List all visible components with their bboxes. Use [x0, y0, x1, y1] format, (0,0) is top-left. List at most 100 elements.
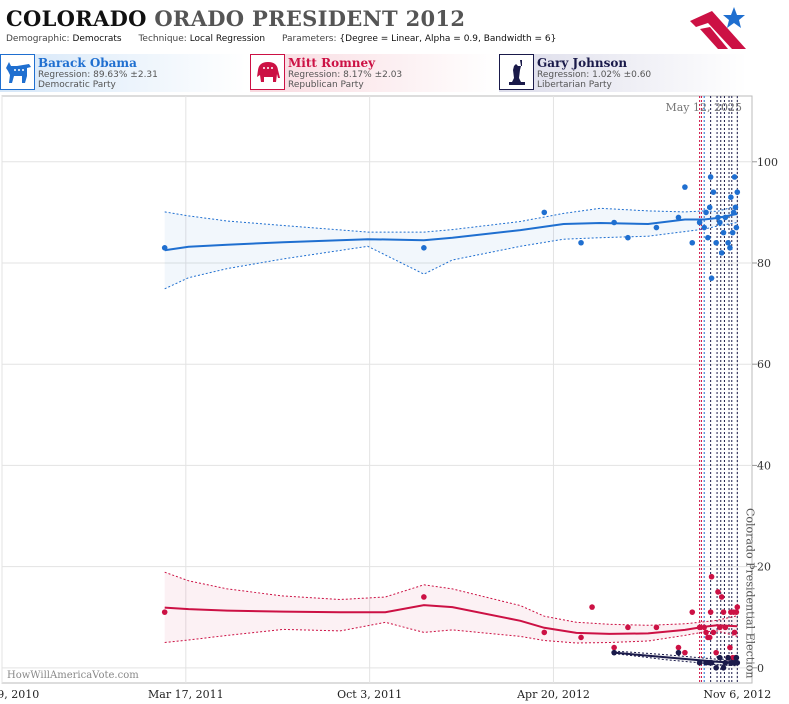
lower-bound-line	[164, 621, 738, 644]
poll-point	[706, 204, 713, 211]
candidate-romney: Mitt Romney Regression: 8.17% ±2.03 Repu…	[250, 54, 496, 92]
poll-point	[710, 189, 717, 195]
poll-point	[541, 209, 548, 216]
poll-point	[682, 184, 688, 190]
poll-point	[703, 209, 709, 216]
date-label: May 12, 2025	[665, 101, 742, 114]
poll-point	[541, 629, 548, 636]
poll-point	[720, 229, 727, 236]
poll-point	[715, 214, 721, 221]
poll-point	[611, 219, 617, 226]
donkey-icon	[0, 54, 35, 90]
poll-point	[421, 245, 427, 251]
poll-point	[708, 275, 715, 281]
poll-point	[722, 624, 729, 631]
candidate-name: Barack Obama	[38, 56, 137, 70]
poll-point	[713, 649, 719, 656]
candidate-party: Libertarian Party	[537, 80, 612, 90]
poll-point	[625, 234, 631, 241]
candidate-party: Republican Party	[288, 80, 364, 90]
poll-point	[589, 604, 595, 610]
poll-point	[731, 174, 738, 180]
poll-point	[727, 644, 733, 651]
poll-point	[707, 609, 714, 615]
upper-bound-line	[164, 205, 738, 233]
candidate-obama: Barack Obama Regression: 89.63% ±2.31 De…	[0, 54, 246, 92]
poll-point	[713, 239, 719, 246]
poll-point	[733, 654, 740, 661]
poll-point	[696, 624, 703, 631]
candidate-regression: Regression: 8.17% ±2.03	[288, 70, 403, 80]
parameters-label: Parameters:	[281, 34, 337, 44]
poll-point	[720, 609, 727, 615]
x-tick-label: Nov 6, 2012	[703, 688, 771, 701]
poll-point	[715, 589, 721, 595]
poll-point	[722, 214, 729, 221]
title-state: COLORADO	[6, 6, 147, 31]
lower-bound-line	[164, 222, 738, 290]
y-tick-label: 80	[757, 257, 771, 270]
poll-point	[696, 659, 703, 666]
page-title: COLORADO ORADO PRESIDENT 2012	[6, 6, 465, 31]
poll-point	[717, 654, 723, 661]
poll-point	[725, 239, 731, 246]
poll-point	[732, 204, 739, 211]
poll-point	[161, 245, 168, 251]
poll-point	[653, 224, 660, 231]
elephant-icon	[250, 54, 285, 90]
watermark: HowWillAmericaVote.com	[7, 670, 139, 681]
poll-point	[701, 624, 708, 631]
poll-point	[578, 239, 584, 246]
poll-point	[734, 659, 741, 666]
poll-point	[728, 194, 734, 201]
candidate-party: Democratic Party	[38, 80, 116, 90]
x-tick-label: Aug 29, 2010	[0, 688, 39, 701]
poll-point	[653, 624, 660, 631]
candidate-name: Mitt Romney	[288, 56, 376, 70]
event-label: Colorado Presidential Election	[743, 508, 756, 679]
poll-point	[708, 573, 715, 580]
poll-point	[707, 174, 714, 180]
poll-point	[717, 624, 723, 631]
trend-line	[164, 212, 738, 252]
parameters-value: {Degree = Linear, Alpha = 0.9, Bandwidth…	[339, 34, 557, 44]
poll-point	[675, 214, 682, 221]
poll-point	[718, 594, 725, 600]
poll-point	[727, 245, 733, 251]
poll-point	[421, 594, 427, 600]
y-tick-label: 60	[757, 358, 771, 371]
y-tick-label: 40	[757, 459, 771, 472]
poll-point	[722, 659, 729, 666]
x-tick-label: Apr 20, 2012	[516, 688, 590, 701]
poll-point	[717, 219, 723, 226]
poll-point	[578, 634, 584, 641]
confidence-band	[164, 205, 738, 289]
poll-point	[705, 234, 711, 241]
poll-point	[682, 649, 688, 656]
poll-point	[703, 629, 709, 636]
poll-point	[733, 224, 740, 231]
upper-bound-line	[614, 650, 738, 660]
poll-point	[675, 649, 682, 656]
poll-point	[625, 624, 631, 631]
y-tick-label: 0	[757, 662, 764, 675]
candidate-regression: Regression: 89.63% ±2.31	[38, 70, 158, 80]
poll-point	[720, 665, 727, 671]
parameters-line: Demographic: Democrats Technique: Local …	[6, 34, 570, 44]
poll-point	[706, 634, 713, 641]
poll-point	[718, 250, 725, 256]
poll-point	[734, 189, 741, 195]
technique-label: Technique:	[138, 34, 187, 44]
plot-area	[1, 95, 753, 684]
poll-point	[734, 604, 741, 610]
candidate-name: Gary Johnson	[537, 56, 628, 70]
x-tick-label: Mar 17, 2011	[148, 688, 224, 701]
poll-point	[730, 209, 737, 216]
x-tick-label: Oct 3, 2011	[337, 688, 402, 701]
y-tick-label: 20	[757, 561, 771, 574]
header: COLORADO ORADO PRESIDENT 2012 Demographi…	[0, 0, 789, 52]
lower-bound-line	[614, 653, 738, 667]
poll-point	[696, 219, 703, 226]
poll-point	[611, 644, 617, 651]
